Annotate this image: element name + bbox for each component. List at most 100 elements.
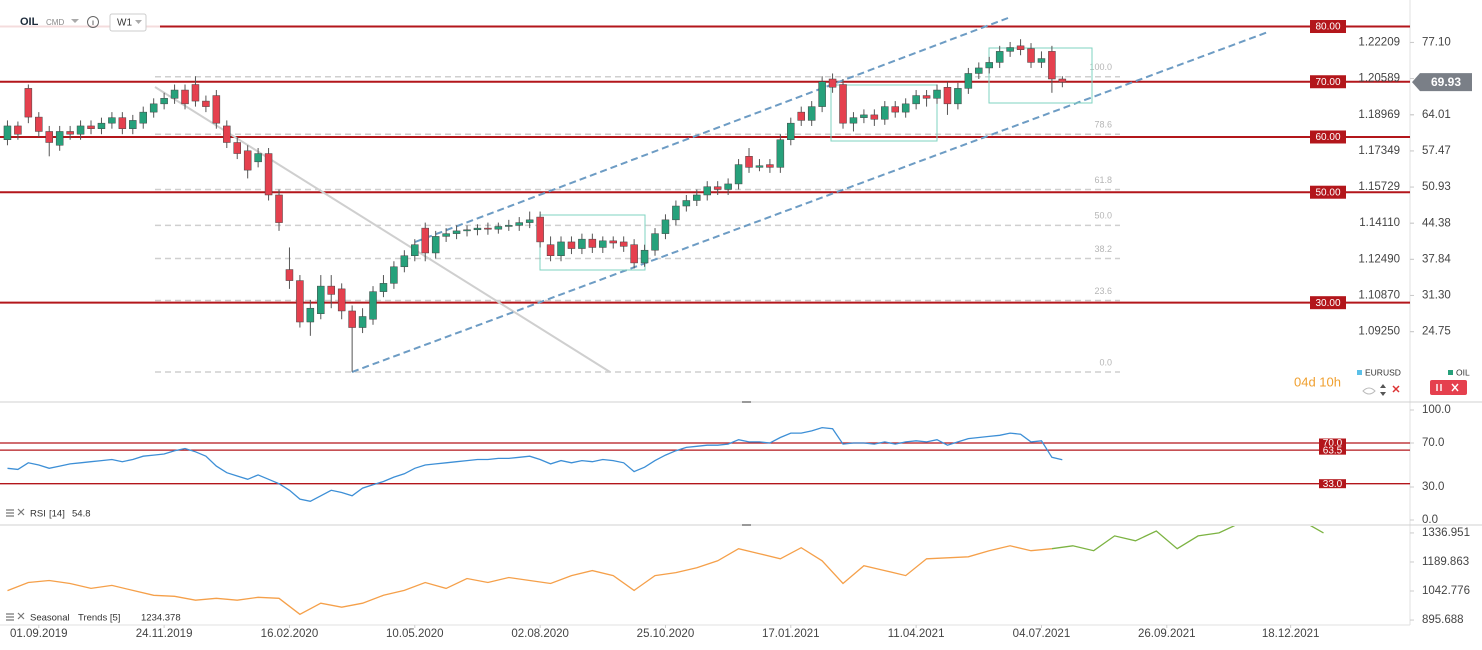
candle-body xyxy=(296,280,304,323)
candle-body xyxy=(536,216,544,243)
level-tag xyxy=(1310,185,1346,199)
y-tick-label: 64.01 xyxy=(1422,109,1451,121)
seasonal-last: 1234.378 xyxy=(141,613,181,624)
interval-dropdown[interactable] xyxy=(109,13,147,32)
candle-body xyxy=(651,233,659,251)
candle-body xyxy=(1006,47,1014,52)
oil-settings[interactable] xyxy=(1430,380,1467,395)
candle-body xyxy=(275,194,283,223)
candle-body xyxy=(807,106,816,121)
indicator-icons[interactable] xyxy=(6,612,25,621)
resize-handle[interactable] xyxy=(742,524,751,526)
channel-upper[interactable] xyxy=(414,17,1009,243)
candle-body xyxy=(1027,48,1035,63)
y-tick-label: 0.0 xyxy=(1422,514,1438,526)
candle-body xyxy=(975,67,983,74)
candle-body xyxy=(849,117,858,124)
candle-body xyxy=(129,120,137,129)
candle-body xyxy=(264,153,273,196)
candle-body xyxy=(901,103,910,113)
y-tick-label: 57.47 xyxy=(1422,145,1451,157)
symbol[interactable]: OIL xyxy=(20,16,39,28)
y-tick-label: 1.22209 xyxy=(1358,36,1400,48)
candle-body xyxy=(379,283,388,292)
candle-body xyxy=(223,125,231,143)
fib-label: 38.2 xyxy=(1094,244,1112,254)
candle-body xyxy=(985,62,993,69)
candle-body xyxy=(1048,51,1056,80)
candle-body xyxy=(995,51,1004,63)
candle-body xyxy=(233,142,241,154)
market: CMD xyxy=(46,18,64,27)
candle-body xyxy=(285,269,294,281)
candle-body xyxy=(661,219,670,234)
level-label: 70.00 xyxy=(1315,77,1340,88)
range-box[interactable] xyxy=(988,47,1093,104)
candle-body xyxy=(411,244,419,256)
x-tick-label: 02.08.2020 xyxy=(511,628,569,640)
range-box[interactable] xyxy=(830,84,938,142)
candle-body xyxy=(609,240,617,244)
x-tick-label: 26.09.2021 xyxy=(1138,628,1196,640)
candle-body xyxy=(734,164,743,185)
x-tick-label: 25.10.2020 xyxy=(637,628,695,640)
level-label: 80.00 xyxy=(1315,22,1340,33)
symbol-dropdown[interactable] xyxy=(71,19,79,23)
visibility-icon[interactable] xyxy=(1362,387,1376,395)
y-tick-label: 70.0 xyxy=(1422,437,1444,449)
y-tick-label: 1.15729 xyxy=(1358,181,1400,193)
y-tick-label: 1.20589 xyxy=(1358,73,1400,85)
candle-body xyxy=(191,84,200,102)
level-tag xyxy=(1310,296,1346,310)
candle-body xyxy=(964,73,973,89)
interval-caret xyxy=(135,20,142,24)
level-tag xyxy=(1310,130,1346,144)
candle-body xyxy=(35,116,43,132)
seasonal-panel xyxy=(7,526,1324,616)
interval[interactable]: W1 xyxy=(117,18,132,29)
y-tick-label: 1.17349 xyxy=(1358,145,1400,157)
candle-body xyxy=(933,89,941,99)
candle-body xyxy=(202,100,210,107)
indicator-icons[interactable] xyxy=(6,508,25,517)
candle-body xyxy=(160,98,168,105)
candle-body xyxy=(66,131,74,135)
candle-body xyxy=(619,241,628,247)
last-price-tag xyxy=(1412,73,1472,92)
resize-handle[interactable] xyxy=(742,401,751,403)
y-tick-label: 31.30 xyxy=(1422,290,1451,302)
trend-line[interactable] xyxy=(154,86,611,373)
candle-body xyxy=(703,186,711,196)
level-label: 60.00 xyxy=(1315,132,1340,143)
rsi-params: [14] xyxy=(49,509,65,520)
order-icon[interactable] xyxy=(1380,384,1386,396)
candle-body xyxy=(484,227,492,230)
rsi-panel xyxy=(7,426,1063,502)
axes: 77.10 64.01 57.47 50.93 44.38 37.84 31.30 24.75… xyxy=(10,36,1472,640)
candle-body xyxy=(14,125,22,135)
candle-body xyxy=(672,205,680,221)
seasonal-name: Seasonal xyxy=(30,613,70,624)
candle-body xyxy=(118,117,127,129)
candle-body xyxy=(149,103,158,113)
candle-body xyxy=(922,95,931,99)
remove-icon[interactable] xyxy=(1392,385,1400,393)
candle-body xyxy=(3,125,12,140)
candle-body xyxy=(45,131,53,143)
rsi-last: 54.8 xyxy=(72,509,91,520)
candle-body xyxy=(515,222,523,226)
candles xyxy=(3,39,1067,372)
candle-body xyxy=(557,241,565,256)
level-label: 50.00 xyxy=(1315,187,1340,198)
candle-body xyxy=(818,81,826,107)
x-tick-label: 11.04.2021 xyxy=(888,628,945,640)
legend-swatch xyxy=(1448,370,1453,375)
level-tag xyxy=(1310,20,1346,34)
candle-body xyxy=(797,111,805,121)
channel-lower[interactable] xyxy=(351,31,1269,373)
candle-body xyxy=(745,156,753,168)
y-tick-label: 1042.776 xyxy=(1422,585,1470,597)
candle-body xyxy=(912,95,920,105)
info-icon[interactable] xyxy=(87,16,99,28)
candle-body xyxy=(306,307,315,323)
